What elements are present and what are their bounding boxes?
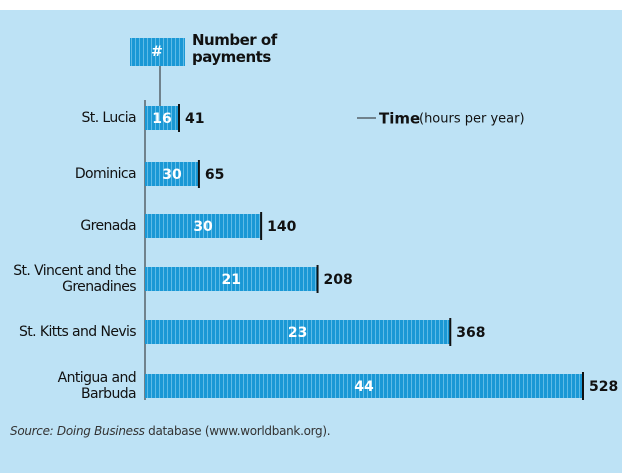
category-label: St. Kitts and Nevis (18, 324, 137, 340)
payments-label: 16 (152, 111, 171, 127)
bar (145, 320, 451, 344)
bar (145, 374, 583, 398)
source-text: database (www.worldbank.org). (144, 424, 331, 438)
value-label: 528 (589, 379, 618, 395)
bar (145, 214, 262, 238)
payments-label: 44 (354, 379, 374, 395)
payments-label: 23 (288, 325, 307, 341)
category-label: St. Vincent and the Grenadines (13, 263, 136, 295)
payments-label: 21 (222, 272, 241, 288)
value-label: 140 (267, 219, 296, 235)
legend-label: Number of payments (192, 31, 277, 66)
bar (145, 162, 199, 186)
payments-label: 30 (162, 167, 182, 183)
bar (145, 106, 180, 130)
source-italic: Source: Doing Business (10, 424, 145, 438)
category-label: Grenada (80, 218, 136, 234)
bar (145, 267, 318, 291)
payments-label: 30 (193, 219, 213, 235)
category-label: Antigua and Barbuda (57, 370, 137, 402)
value-label: 41 (185, 111, 204, 127)
legend-unit: (hours per year) (419, 112, 525, 127)
value-label: 368 (456, 325, 485, 341)
category-label: Dominica (74, 166, 137, 182)
source: Source: Doing Business database (www.wor… (10, 424, 331, 438)
background (0, 10, 622, 473)
value-label: 208 (324, 272, 353, 288)
value-label: 65 (205, 167, 224, 183)
legend-label: Time (379, 110, 420, 128)
category-label: St. Lucia (81, 110, 137, 126)
legend-swatch (130, 38, 185, 66)
legend-symbol: # (151, 44, 163, 60)
